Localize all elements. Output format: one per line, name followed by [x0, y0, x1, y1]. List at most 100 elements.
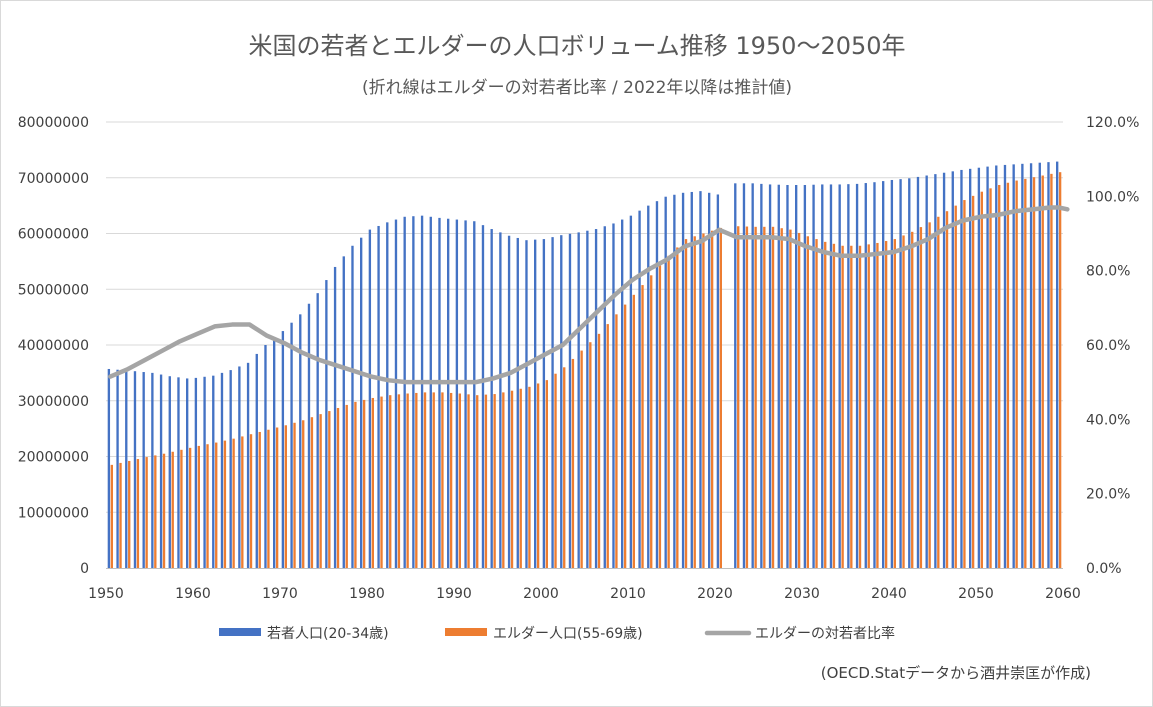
youth-bar	[882, 181, 885, 568]
youth-bar	[873, 182, 876, 568]
youth-bar	[664, 196, 667, 568]
elder-bar	[371, 397, 374, 568]
youth-bar	[1021, 163, 1024, 568]
elder-bar	[597, 333, 601, 568]
elder-bar	[589, 342, 592, 568]
youth-bar	[751, 183, 754, 568]
youth-bar	[220, 372, 224, 568]
elder-bar	[128, 460, 131, 568]
youth-bar	[690, 191, 693, 568]
elder-bar	[389, 395, 392, 568]
elder-bar	[441, 392, 444, 568]
elder-bar	[928, 222, 931, 568]
elder-bar	[971, 195, 975, 568]
youth-bar	[995, 165, 998, 569]
x-tick-label: 2020	[697, 586, 733, 602]
elder-bar	[876, 242, 879, 569]
elder-bar	[841, 245, 844, 568]
elder-bar	[432, 392, 435, 568]
left-y-tick-label: 30000000	[18, 394, 89, 410]
youth-bar	[1047, 162, 1050, 568]
chart-title: 米国の若者とエルダーの人口ボリューム推移 1950〜2050年	[248, 32, 905, 60]
youth-bar	[125, 370, 128, 568]
youth-bar	[977, 167, 981, 568]
elder-bar	[702, 233, 705, 568]
legend-label: エルダーの対若者比率	[755, 625, 895, 642]
youth-bar	[238, 366, 241, 568]
right-y-tick-label: 40.0%	[1086, 412, 1130, 428]
bar-series	[107, 161, 1062, 569]
youth-bar	[803, 184, 807, 568]
elder-bar	[789, 229, 792, 568]
elder-bar	[275, 427, 279, 568]
x-tick-label: 2030	[784, 586, 820, 602]
elder-bar	[154, 455, 157, 568]
x-tick-label: 1990	[436, 586, 472, 602]
elder-bar	[449, 392, 453, 568]
youth-bar	[603, 226, 606, 568]
elder-bar	[615, 314, 618, 568]
left-y-tick-label: 70000000	[18, 171, 89, 187]
youth-bar	[960, 169, 963, 568]
left-y-tick-label: 20000000	[18, 450, 89, 466]
youth-bar	[194, 377, 198, 568]
youth-bar	[560, 235, 563, 569]
chart-subtitle: (折れ線はエルダーの対若者比率 / 2022年以降は推計値)	[362, 78, 792, 98]
legend: 若者人口(20-34歳) エルダー人口(55-69歳) エルダーの対若者比率	[219, 625, 895, 642]
elder-bar	[780, 228, 783, 569]
elder-bar	[145, 457, 148, 568]
right-y-tick-label: 100.0%	[1086, 189, 1139, 205]
elder-bar	[945, 211, 949, 568]
elder-bar	[684, 239, 688, 568]
youth-bar	[577, 232, 580, 568]
elder-bar	[397, 394, 401, 568]
elder-bar	[980, 191, 983, 568]
youth-bar	[186, 378, 189, 568]
elder-bar	[911, 231, 914, 568]
source-credit: (OECD.Statデータから酒井崇匡が作成)	[821, 664, 1091, 682]
ratio-line-series	[108, 205, 1070, 385]
youth-bar	[681, 192, 685, 569]
elder-bar	[719, 227, 722, 569]
youth-bar	[647, 205, 650, 568]
elder-bar	[406, 393, 409, 568]
elder-bar	[850, 245, 853, 568]
youth-bar	[1056, 161, 1059, 568]
elder-bar	[632, 294, 635, 568]
right-y-tick-label: 20.0%	[1086, 487, 1130, 503]
elder-bar	[989, 188, 992, 568]
elder-bar	[563, 367, 566, 568]
left-y-axis: 0 10000000 20000000 30000000 40000000 5000000…	[18, 115, 89, 577]
youth-bar	[499, 232, 502, 568]
elder-bar	[467, 394, 470, 568]
elder-bar	[284, 425, 287, 568]
elder-bar	[502, 392, 505, 568]
elder-bar	[963, 200, 966, 569]
left-y-tick-label: 50000000	[18, 282, 89, 298]
elder-bar	[293, 422, 296, 568]
youth-bar	[795, 184, 798, 568]
elder-bar	[1006, 182, 1010, 568]
youth-bar	[638, 210, 641, 568]
elder-bar	[797, 232, 801, 568]
elder-bar	[510, 390, 514, 568]
left-y-tick-label: 10000000	[18, 505, 89, 521]
elder-bar	[1058, 172, 1062, 569]
elder-bar	[754, 226, 757, 568]
youth-bar	[316, 293, 319, 568]
youth-bar	[594, 229, 598, 569]
x-tick-label: 2050	[958, 586, 994, 602]
youth-bar	[116, 369, 119, 568]
elder-bar	[206, 444, 209, 568]
youth-bar	[455, 219, 459, 568]
elder-bar	[328, 411, 331, 568]
elder-bar	[1050, 173, 1053, 568]
elder-bar	[267, 429, 270, 568]
youth-bar	[159, 374, 163, 568]
elder-bar	[476, 395, 479, 568]
elder-bar	[528, 386, 531, 568]
elder-bar	[1015, 180, 1018, 568]
youth-bar	[264, 345, 267, 568]
youth-bar	[1038, 162, 1041, 568]
elder-bar	[188, 447, 192, 568]
